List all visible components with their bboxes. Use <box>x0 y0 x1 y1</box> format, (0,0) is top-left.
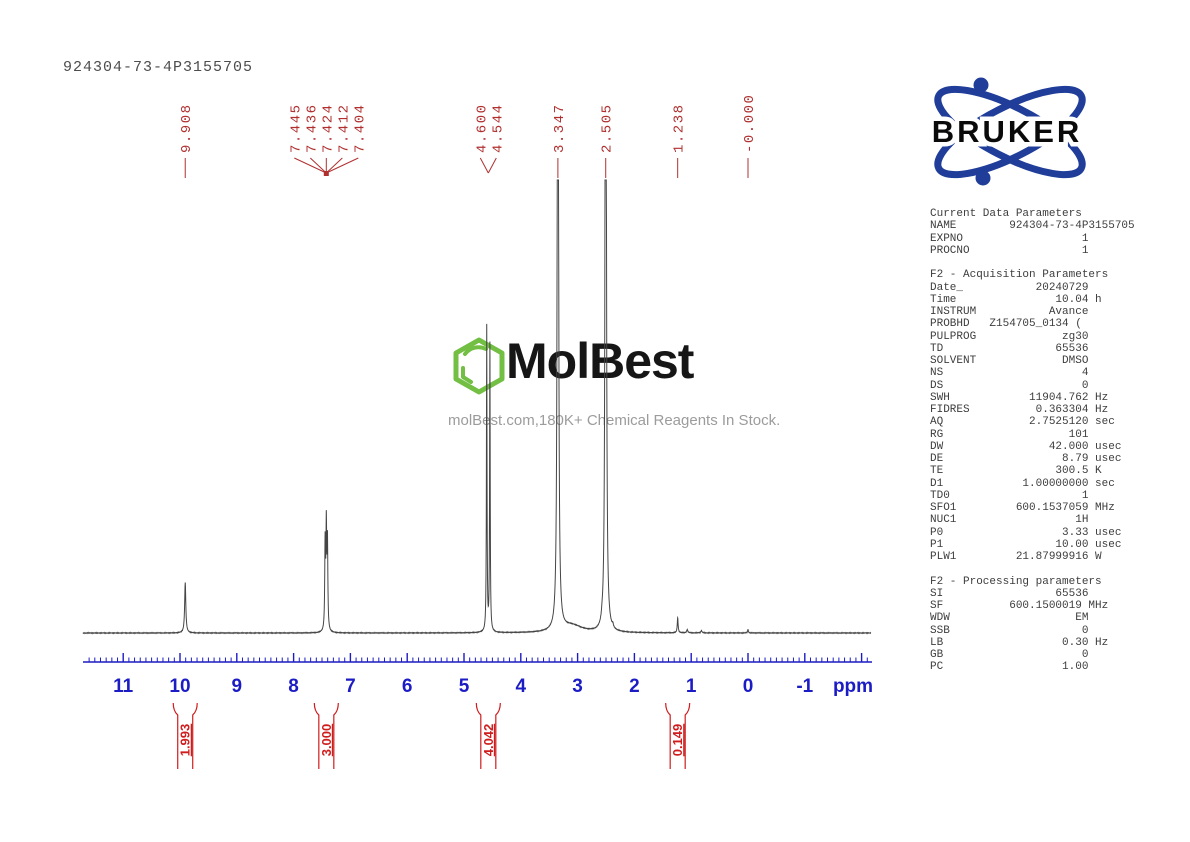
peak-label: 4.600 <box>474 103 490 153</box>
orbit-dot <box>975 170 991 186</box>
parameters-panel: Current Data Parameters NAME 924304-73-4… <box>930 208 1135 674</box>
x-axis-tick-label: 9 <box>232 676 243 697</box>
peak-label: 9.908 <box>179 103 195 153</box>
integral-bracket-right <box>684 702 691 769</box>
orbit-ellipse <box>934 85 1086 179</box>
bruker-logo: BRUKER <box>927 77 1086 186</box>
bruker-logo-text: BRUKER <box>932 114 1083 149</box>
x-axis-tick-label: 4 <box>516 676 527 697</box>
peak-label: -0.000 <box>742 94 758 153</box>
x-axis-tick-label: 3 <box>572 676 583 697</box>
integral-value: 1.993 <box>178 724 193 757</box>
nmr-spectrum-trace <box>82 179 872 635</box>
peak-label-fan-line <box>325 157 343 174</box>
integral-value: 0.149 <box>670 724 685 757</box>
watermark-brand: MolBest <box>506 333 694 389</box>
peak-label-fan-line <box>294 157 327 174</box>
x-axis-unit-label: ppm <box>833 676 873 697</box>
sample-title: 924304-73-4P3155705 <box>63 59 254 76</box>
peak-label-fan-line <box>326 157 359 174</box>
integral-bracket-right <box>495 702 501 769</box>
molbest-hexagon-icon <box>453 337 505 395</box>
peak-label: 1.238 <box>672 103 688 153</box>
orbit-dot <box>973 77 989 93</box>
peak-label: 4.544 <box>490 103 506 153</box>
peak-label-fan-line <box>309 157 327 174</box>
x-axis-tick-label: 5 <box>459 676 470 697</box>
x-axis-tick-label: 7 <box>345 676 356 697</box>
x-axis-tick-label: 10 <box>169 676 190 697</box>
integral-value: 3.000 <box>319 724 334 757</box>
orbit-ellipse <box>934 85 1086 179</box>
integral-bracket-right <box>192 702 198 769</box>
peak-label: 7.412 <box>336 103 352 153</box>
x-axis-tick-label: 6 <box>402 676 413 697</box>
peak-label: 7.404 <box>352 103 368 153</box>
integral-bracket-left <box>172 702 179 769</box>
watermark-tagline: molBest.com,180K+ Chemical Reagents In S… <box>448 412 781 429</box>
x-axis-tick-label: 11 <box>113 676 134 697</box>
peak-label-fan-line <box>479 157 489 174</box>
integral-bracket-left <box>475 702 482 769</box>
peak-label: 7.445 <box>288 103 304 153</box>
x-axis-tick-label: 2 <box>629 676 640 697</box>
x-axis-tick-label: 0 <box>743 676 754 697</box>
peak-label: 7.424 <box>320 103 336 153</box>
integral-bracket-right <box>333 702 339 769</box>
integral-value: 4.042 <box>481 724 496 757</box>
x-axis-tick-label: 8 <box>288 676 299 697</box>
peak-label-fan-line <box>487 157 497 174</box>
bruker-orbits <box>934 77 1086 186</box>
peak-label: 7.436 <box>304 103 320 153</box>
x-axis-tick-label: -1 <box>796 676 813 697</box>
integral-bracket-left <box>313 702 320 769</box>
integral-bracket-left <box>665 702 671 769</box>
x-axis-tick-label: 1 <box>686 676 697 697</box>
peak-label: 2.505 <box>600 103 616 153</box>
peak-cluster-marker <box>323 171 329 176</box>
peak-label: 3.347 <box>552 103 568 153</box>
